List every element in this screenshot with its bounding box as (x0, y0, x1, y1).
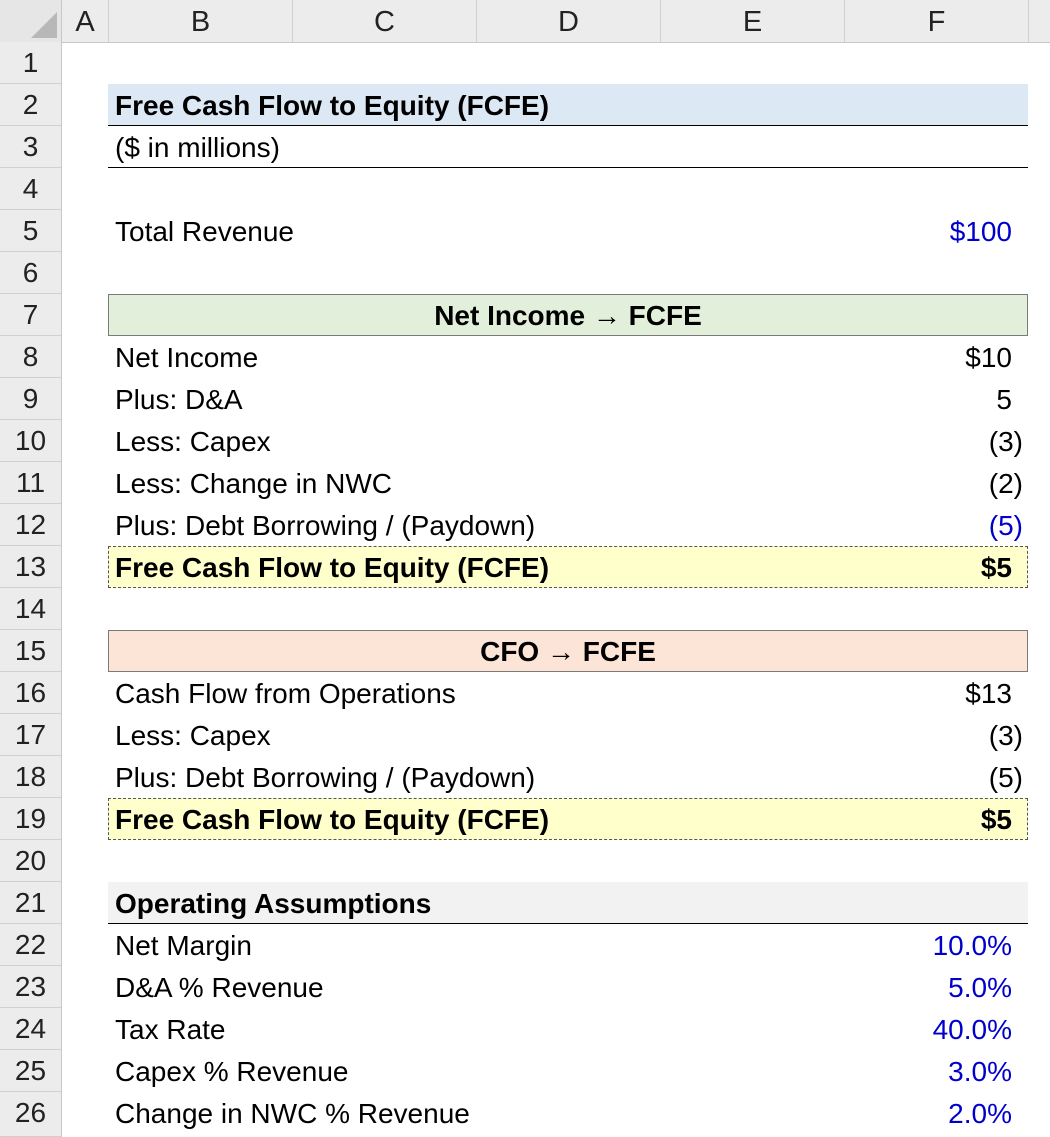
row-header[interactable]: 20 (0, 840, 61, 882)
row-header-bar: 1 2 3 4 5 6 7 8 9 10 11 12 13 14 15 16 1… (0, 42, 62, 1137)
row-header[interactable]: 3 (0, 126, 61, 168)
ni-item-label[interactable]: Plus: Debt Borrowing / (Paydown) (115, 510, 536, 541)
total-revenue-value[interactable]: $100 (949, 216, 1012, 247)
select-all-icon (31, 12, 57, 38)
assumption-label[interactable]: Capex % Revenue (115, 1056, 349, 1087)
row-header[interactable]: 4 (0, 168, 61, 210)
ni-total-band (108, 546, 1028, 588)
cfo-item-label[interactable]: Cash Flow from Operations (115, 678, 456, 709)
ni-item-value[interactable]: (5) (988, 510, 1023, 541)
assumption-label[interactable]: Net Margin (115, 930, 252, 961)
cfo-item-label[interactable]: Less: Capex (115, 720, 271, 751)
sheet-title[interactable]: Free Cash Flow to Equity (FCFE) (115, 90, 550, 121)
cfo-item-value[interactable]: (3) (988, 720, 1023, 751)
row-header[interactable]: 19 (0, 798, 61, 840)
cfo-total-value[interactable]: $5 (980, 804, 1012, 835)
ni-item-value[interactable]: (2) (988, 468, 1023, 499)
ni-total-label[interactable]: Free Cash Flow to Equity (FCFE) (115, 552, 550, 583)
row-header[interactable]: 11 (0, 462, 61, 504)
column-header-b[interactable]: B (109, 0, 293, 42)
cfo-item-value[interactable]: $13 (965, 678, 1012, 709)
row-header[interactable]: 5 (0, 210, 61, 252)
row-header[interactable]: 16 (0, 672, 61, 714)
row-header[interactable]: 2 (0, 84, 61, 126)
column-header-f[interactable]: F (845, 0, 1029, 42)
row-header[interactable]: 1 (0, 42, 61, 84)
assumption-value[interactable]: 3.0% (948, 1056, 1012, 1087)
assumption-label[interactable]: D&A % Revenue (115, 972, 324, 1003)
ni-total-value[interactable]: $5 (980, 552, 1012, 583)
row-header[interactable]: 26 (0, 1092, 61, 1137)
cfo-total-label[interactable]: Free Cash Flow to Equity (FCFE) (115, 804, 550, 835)
ni-item-value[interactable]: (3) (988, 426, 1023, 457)
row-header[interactable]: 15 (0, 630, 61, 672)
cfo-item-label[interactable]: Plus: Debt Borrowing / (Paydown) (115, 762, 536, 793)
assumption-label[interactable]: Tax Rate (115, 1014, 226, 1045)
select-all-button[interactable] (0, 0, 62, 42)
row-header[interactable]: 14 (0, 588, 61, 630)
ni-item-value[interactable]: 5 (996, 384, 1012, 415)
column-header-d[interactable]: D (477, 0, 661, 42)
assumption-value[interactable]: 2.0% (948, 1098, 1012, 1129)
row-header[interactable]: 6 (0, 252, 61, 294)
cfo-item-value[interactable]: (5) (988, 762, 1023, 793)
row-header[interactable]: 21 (0, 882, 61, 924)
assumption-value[interactable]: 40.0% (932, 1014, 1012, 1045)
units-underline (108, 167, 1028, 168)
ni-item-label[interactable]: Net Income (115, 342, 259, 373)
row-header[interactable]: 12 (0, 504, 61, 546)
row-header[interactable]: 23 (0, 966, 61, 1008)
assumption-value[interactable]: 10.0% (932, 930, 1012, 961)
column-header-a[interactable]: A (62, 0, 109, 42)
units-label[interactable]: ($ in millions) (115, 132, 280, 163)
assumptions-header[interactable]: Operating Assumptions (115, 888, 432, 919)
column-header-e[interactable]: E (661, 0, 845, 42)
row-header[interactable]: 18 (0, 756, 61, 798)
row-header[interactable]: 7 (0, 294, 61, 336)
row-header[interactable]: 22 (0, 924, 61, 966)
cfo-total-band (108, 798, 1028, 840)
row-header[interactable]: 24 (0, 1008, 61, 1050)
assumption-label[interactable]: Change in NWC % Revenue (115, 1098, 470, 1129)
column-header-bar: A B C D E F (0, 0, 1050, 43)
title-band (108, 84, 1028, 126)
ni-section-header[interactable]: Net Income → FCFE (434, 300, 702, 331)
row-header[interactable]: 9 (0, 378, 61, 420)
row-header[interactable]: 17 (0, 714, 61, 756)
cfo-header-band (108, 630, 1028, 672)
ni-item-label[interactable]: Less: Change in NWC (115, 468, 393, 499)
row-header[interactable]: 25 (0, 1050, 61, 1092)
row-header[interactable]: 10 (0, 420, 61, 462)
assumptions-header-band (108, 882, 1028, 924)
ni-item-value[interactable]: $10 (965, 342, 1012, 373)
row-header[interactable]: 13 (0, 546, 61, 588)
assumption-value[interactable]: 5.0% (948, 972, 1012, 1003)
total-revenue-label[interactable]: Total Revenue (115, 216, 295, 247)
column-header-c[interactable]: C (293, 0, 477, 42)
row-header[interactable]: 8 (0, 336, 61, 378)
ni-header-band (108, 294, 1028, 336)
cfo-section-header[interactable]: CFO → FCFE (480, 636, 656, 667)
ni-item-label[interactable]: Less: Capex (115, 426, 271, 457)
ni-item-label[interactable]: Plus: D&A (115, 384, 243, 415)
